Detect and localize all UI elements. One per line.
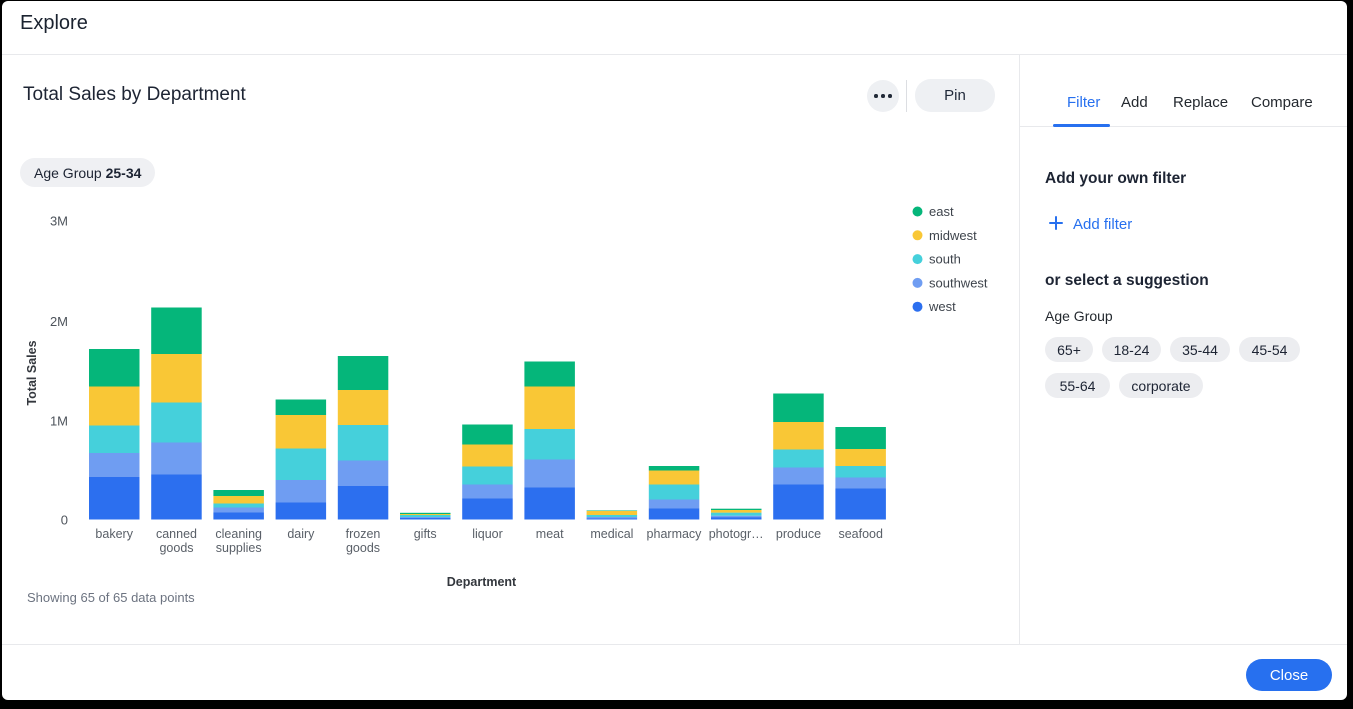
svg-text:southwest: southwest — [929, 275, 988, 290]
svg-text:medical: medical — [590, 527, 633, 541]
svg-text:south: south — [929, 252, 961, 267]
svg-text:frozen: frozen — [346, 527, 381, 541]
svg-text:dairy: dairy — [287, 527, 315, 541]
svg-text:2M: 2M — [50, 314, 68, 329]
svg-text:Total Sales: Total Sales — [25, 340, 39, 405]
svg-text:produce: produce — [776, 527, 821, 541]
svg-text:pharmacy: pharmacy — [647, 527, 703, 541]
svg-text:east: east — [929, 204, 954, 219]
svg-text:gifts: gifts — [414, 527, 437, 541]
svg-text:canned: canned — [156, 527, 197, 541]
svg-text:goods: goods — [346, 541, 380, 555]
svg-text:1M: 1M — [50, 414, 68, 429]
svg-text:cleaning: cleaning — [215, 527, 262, 541]
svg-text:seafood: seafood — [838, 527, 883, 541]
svg-text:liquor: liquor — [472, 527, 503, 541]
svg-text:Department: Department — [447, 575, 517, 589]
svg-text:midwest: midwest — [929, 228, 977, 243]
svg-text:bakery: bakery — [95, 527, 133, 541]
svg-text:meat: meat — [536, 527, 564, 541]
svg-text:photogr…: photogr… — [709, 527, 764, 541]
svg-text:west: west — [928, 299, 956, 314]
svg-text:3M: 3M — [50, 214, 68, 229]
svg-text:0: 0 — [61, 513, 68, 528]
svg-text:supplies: supplies — [216, 541, 262, 555]
svg-text:goods: goods — [159, 541, 193, 555]
